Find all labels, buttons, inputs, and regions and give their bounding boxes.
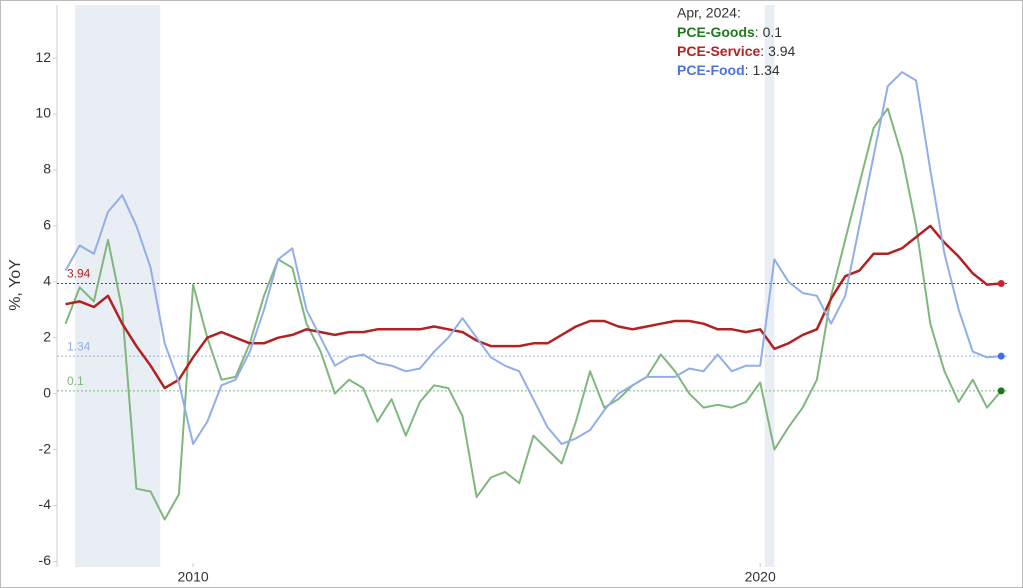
y-tick-label: -4 — [39, 496, 52, 512]
end-point — [997, 279, 1005, 287]
x-tick-label: 2020 — [745, 569, 776, 585]
y-tick-label: 2 — [43, 328, 51, 344]
annotation-title: Apr, 2024: — [677, 5, 741, 21]
end-point — [997, 352, 1005, 360]
y-tick-label: 8 — [43, 161, 51, 177]
legend-separator: : — [755, 24, 763, 40]
y-tick-label: 12 — [35, 49, 51, 65]
legend-value: 1.34 — [752, 62, 779, 78]
y-tick-label: -2 — [39, 440, 52, 456]
x-tick-label: 2010 — [178, 569, 209, 585]
y-axis-label: %, YoY — [7, 259, 24, 311]
y-tick-label: -6 — [39, 552, 52, 568]
y-tick-label: 4 — [43, 273, 51, 289]
reference-label: 3.94 — [67, 267, 91, 281]
legend-value: 3.94 — [768, 43, 795, 59]
legend-name: PCE-Food — [677, 62, 745, 78]
legend-separator: : — [745, 62, 753, 78]
legend-name: PCE-Service — [677, 43, 760, 59]
reference-label: 1.34 — [67, 339, 91, 353]
legend-separator: : — [760, 43, 768, 59]
legend-name: PCE-Goods — [677, 24, 755, 40]
series-line — [64, 71, 1002, 445]
legend-entry: PCE-Service: 3.94 — [677, 43, 796, 59]
recession-shade — [764, 5, 775, 567]
y-tick-label: 0 — [43, 384, 51, 400]
series-line — [64, 107, 1002, 521]
legend-entry: PCE-Food: 1.34 — [677, 62, 780, 78]
y-tick-label: 10 — [35, 105, 51, 121]
reference-label: 0.1 — [67, 374, 84, 388]
legend-entry: PCE-Goods: 0.1 — [677, 24, 782, 40]
y-tick-label: 6 — [43, 217, 51, 233]
legend-value: 0.1 — [763, 24, 783, 40]
end-point — [997, 387, 1005, 395]
series-line — [65, 224, 1002, 390]
